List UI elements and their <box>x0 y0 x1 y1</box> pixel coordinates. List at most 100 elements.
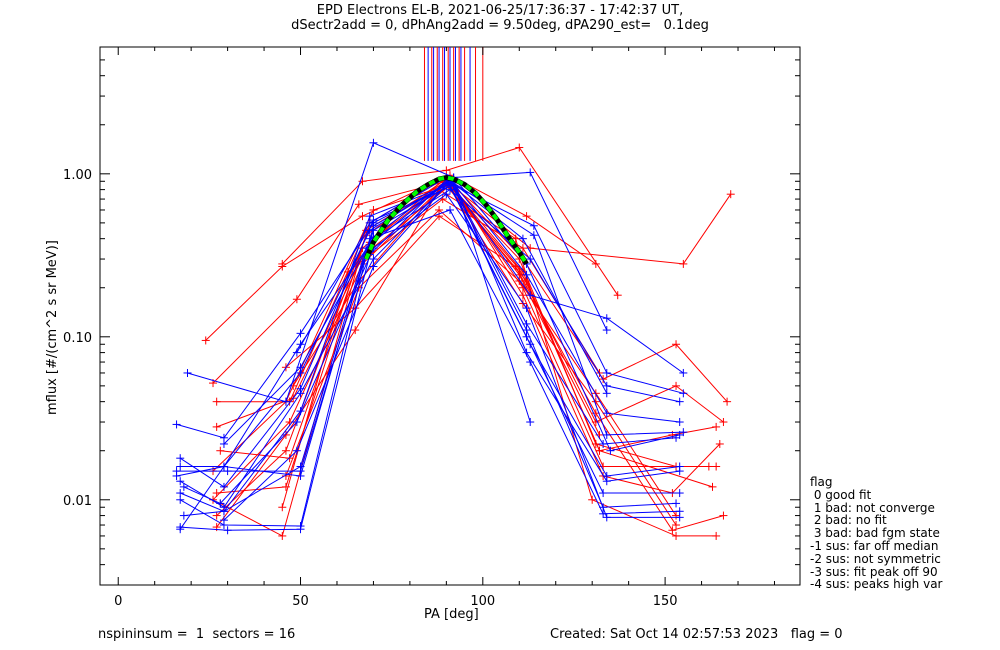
x-axis-label: PA [deg] <box>424 607 479 622</box>
fit-curve-line <box>364 175 529 265</box>
blue-data-point <box>179 482 188 491</box>
red-series-line <box>216 180 717 516</box>
blue-series-line <box>179 209 680 530</box>
red-data-point <box>278 262 287 271</box>
red-data-point <box>518 291 527 300</box>
blue-series-line <box>176 180 531 439</box>
legend-item: 3 bad: bad fgm state <box>810 526 940 541</box>
blue-data-point <box>176 462 185 471</box>
red-data-point <box>278 503 287 512</box>
blue-data-point <box>219 516 228 525</box>
legend-item: 0 good fit <box>810 487 872 502</box>
blue-data-point <box>526 358 535 367</box>
blue-data-point <box>672 433 681 442</box>
blue-data-point <box>219 439 228 448</box>
blue-data-point <box>369 138 378 147</box>
blue-data-point <box>675 513 684 522</box>
blue-data-point <box>675 418 684 427</box>
red-data-point <box>351 326 360 335</box>
blue-data-point <box>606 446 615 455</box>
blue-data-point <box>172 420 181 429</box>
red-data-point <box>281 446 290 455</box>
blue-data-point <box>602 389 611 398</box>
red-data-point <box>726 190 735 199</box>
legend-item: 1 bad: not converge <box>810 500 935 515</box>
red-data-point <box>672 340 681 349</box>
red-data-point <box>719 418 728 427</box>
blue-series-line <box>183 193 680 518</box>
blue-data-point <box>526 291 535 300</box>
blue-data-point <box>446 205 454 214</box>
blue-data-point <box>296 471 305 480</box>
blue-data-point <box>369 255 378 264</box>
red-data-point <box>369 205 378 214</box>
blue-data-point <box>216 499 225 508</box>
legend-item: -4 sus: peaks high var <box>810 577 943 592</box>
y-axis-label: mflux [#/(cm^2 s sr MeV)] <box>45 240 60 415</box>
y-tick-label: 1.00 <box>63 168 92 183</box>
blue-series-line <box>179 184 684 488</box>
red-data-point <box>442 166 451 175</box>
blue-data-point <box>522 270 531 279</box>
footer-right: Created: Sat Oct 14 02:57:53 2023 flag =… <box>550 627 843 642</box>
blue-series-line <box>223 178 680 445</box>
red-series-line <box>281 146 619 296</box>
blue-data-point <box>292 418 301 427</box>
y-tick-label: 0.10 <box>63 331 92 346</box>
red-data-point <box>712 422 721 431</box>
blue-data-point <box>296 389 305 398</box>
blue-data-point <box>219 507 228 516</box>
red-data-point <box>292 295 301 304</box>
blue-data-point <box>602 430 611 439</box>
red-series-line <box>205 174 597 341</box>
blue-data-point <box>679 389 688 398</box>
blue-data-point <box>602 477 611 486</box>
blue-data-point <box>219 482 228 491</box>
blue-data-point <box>296 329 305 338</box>
red-data-point <box>672 381 681 390</box>
red-data-point <box>591 259 600 268</box>
blue-data-point <box>223 526 232 535</box>
blue-data-point <box>296 522 305 531</box>
blue-data-point <box>219 462 228 471</box>
red-data-point <box>358 212 367 221</box>
blue-data-point <box>292 348 301 357</box>
blue-data-point <box>518 234 527 243</box>
red-data-point <box>216 446 225 455</box>
blue-data-point <box>179 511 188 520</box>
x-tick-label: 150 <box>653 594 678 609</box>
red-data-point <box>595 446 604 455</box>
blue-data-point <box>522 304 531 313</box>
blue-data-point <box>526 255 535 264</box>
red-data-point <box>435 205 444 214</box>
red-data-point <box>278 531 287 540</box>
red-data-point <box>515 143 524 152</box>
red-data-point <box>281 471 290 480</box>
blue-data-point <box>679 428 688 437</box>
red-data-point <box>712 531 721 540</box>
blue-data-point <box>442 190 451 199</box>
red-data-point <box>708 482 717 491</box>
blue-series-line <box>176 188 680 477</box>
chart-title-line1: EPD Electrons EL-B, 2021-06-25/17:36:37 … <box>316 3 684 18</box>
blue-series-line <box>187 142 608 403</box>
red-data-point <box>668 526 677 535</box>
red-data-point <box>511 234 520 243</box>
legend-item: -3 sus: fit peak off 90 <box>810 564 938 579</box>
blue-series-line <box>183 178 677 517</box>
blue-data-point <box>365 212 374 221</box>
red-data-point <box>281 430 290 439</box>
blue-data-point <box>602 381 611 390</box>
footer-left: nspininsum = 1 sectors = 16 <box>98 627 296 642</box>
red-data-point <box>591 439 600 448</box>
legend-item: -1 sus: far off median <box>810 538 939 553</box>
red-data-point <box>588 495 597 504</box>
red-data-point <box>212 511 221 520</box>
red-data-point <box>712 462 721 471</box>
blue-series-line <box>179 176 680 508</box>
x-tick-label: 100 <box>470 594 495 609</box>
blue-data-point <box>176 489 185 498</box>
axis-ticks: 0 50 100 150 0.01 0.10 1.00 <box>63 47 800 609</box>
data-series <box>172 138 735 540</box>
